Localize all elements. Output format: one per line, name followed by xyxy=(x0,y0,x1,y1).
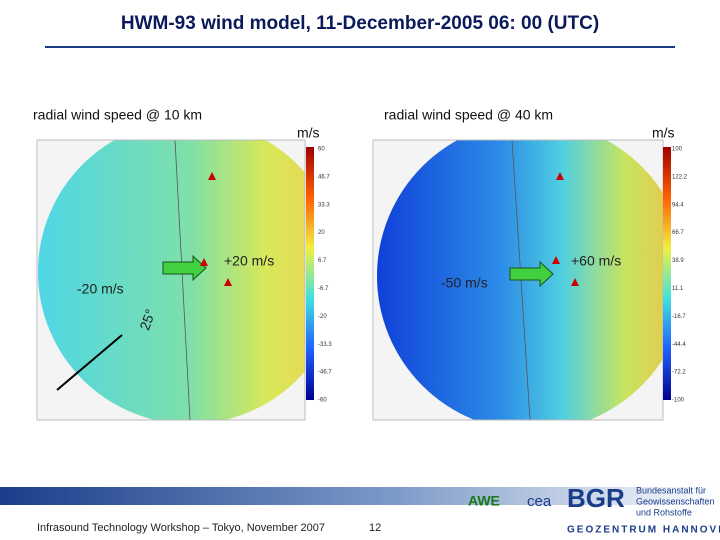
page-number: 12 xyxy=(369,522,381,534)
station xyxy=(571,278,579,286)
annotation: -50 m/s xyxy=(441,275,488,291)
arrow xyxy=(162,254,207,282)
institute: Geowissenschaften xyxy=(636,496,715,506)
annotation: +20 m/s xyxy=(224,253,274,269)
colorbar-label: 11.1 xyxy=(672,286,684,292)
colorbar-label: 38.9 xyxy=(672,258,684,264)
institute: und Rohstoffe xyxy=(636,507,692,517)
panel-label: radial wind speed @ 40 km xyxy=(384,107,553,123)
unit: m/s xyxy=(652,125,675,141)
colorbar xyxy=(306,147,314,400)
footer-text: Infrasound Technology Workshop – Tokyo, … xyxy=(37,522,325,534)
colorbar-label: 20 xyxy=(318,230,325,236)
station xyxy=(556,172,564,180)
logo: cea xyxy=(527,493,552,510)
colorbar-labels: 60 46.7 33.3 20 6.7 -6.7 -20 -33.3 -46.7 -60 xyxy=(318,147,332,404)
colorbar-label: -20 xyxy=(318,314,327,320)
logo: AWE xyxy=(468,493,500,509)
colorbar-label: 66.7 xyxy=(672,230,684,236)
colorbar-label: 33.3 xyxy=(318,202,330,208)
colorbar-label: -33.3 xyxy=(318,342,332,348)
colorbar-label: -16.7 xyxy=(672,314,686,320)
colorbar-label: 100 xyxy=(672,147,683,153)
logo: BGR xyxy=(567,483,625,513)
unit: m/s xyxy=(297,125,320,141)
center-name: GEOZENTRUM HANNOVER xyxy=(567,525,720,536)
station xyxy=(552,256,560,264)
annotation: +60 m/s xyxy=(571,253,621,269)
institute: Bundesanstalt für xyxy=(636,485,706,495)
colorbar-label: -60 xyxy=(318,398,327,404)
colorbar-label: 122.2 xyxy=(672,174,688,180)
colorbar-label: 46.7 xyxy=(318,174,330,180)
radius-arrow xyxy=(56,334,123,391)
colorbar xyxy=(663,147,671,400)
annotation: -20 m/s xyxy=(77,281,124,297)
colorbar-label: 6.7 xyxy=(318,258,327,264)
colorbar-label: -72.2 xyxy=(672,370,686,376)
station xyxy=(200,258,208,266)
colorbar-label: -100 xyxy=(672,398,685,404)
colorbar-label: -6.7 xyxy=(318,286,329,292)
colorbar-labels: 100 122.2 94.4 66.7 38.9 11.1 -16.7 -44.4 -72.2 -… xyxy=(672,147,688,404)
panel-label: radial wind speed @ 10 km xyxy=(33,107,202,123)
colorbar-label: -44.4 xyxy=(672,342,686,348)
annotation: 25° xyxy=(136,307,158,332)
arrow xyxy=(509,260,554,288)
map-frame xyxy=(36,139,306,421)
colorbar-label: 60 xyxy=(318,147,325,153)
colorbar-label: -46.7 xyxy=(318,370,332,376)
title: HWM-93 wind model, 11-December-2005 06: … xyxy=(121,13,599,34)
footer-band xyxy=(0,487,720,505)
station xyxy=(224,278,232,286)
station xyxy=(208,172,216,180)
colorbar-label: 94.4 xyxy=(672,202,684,208)
